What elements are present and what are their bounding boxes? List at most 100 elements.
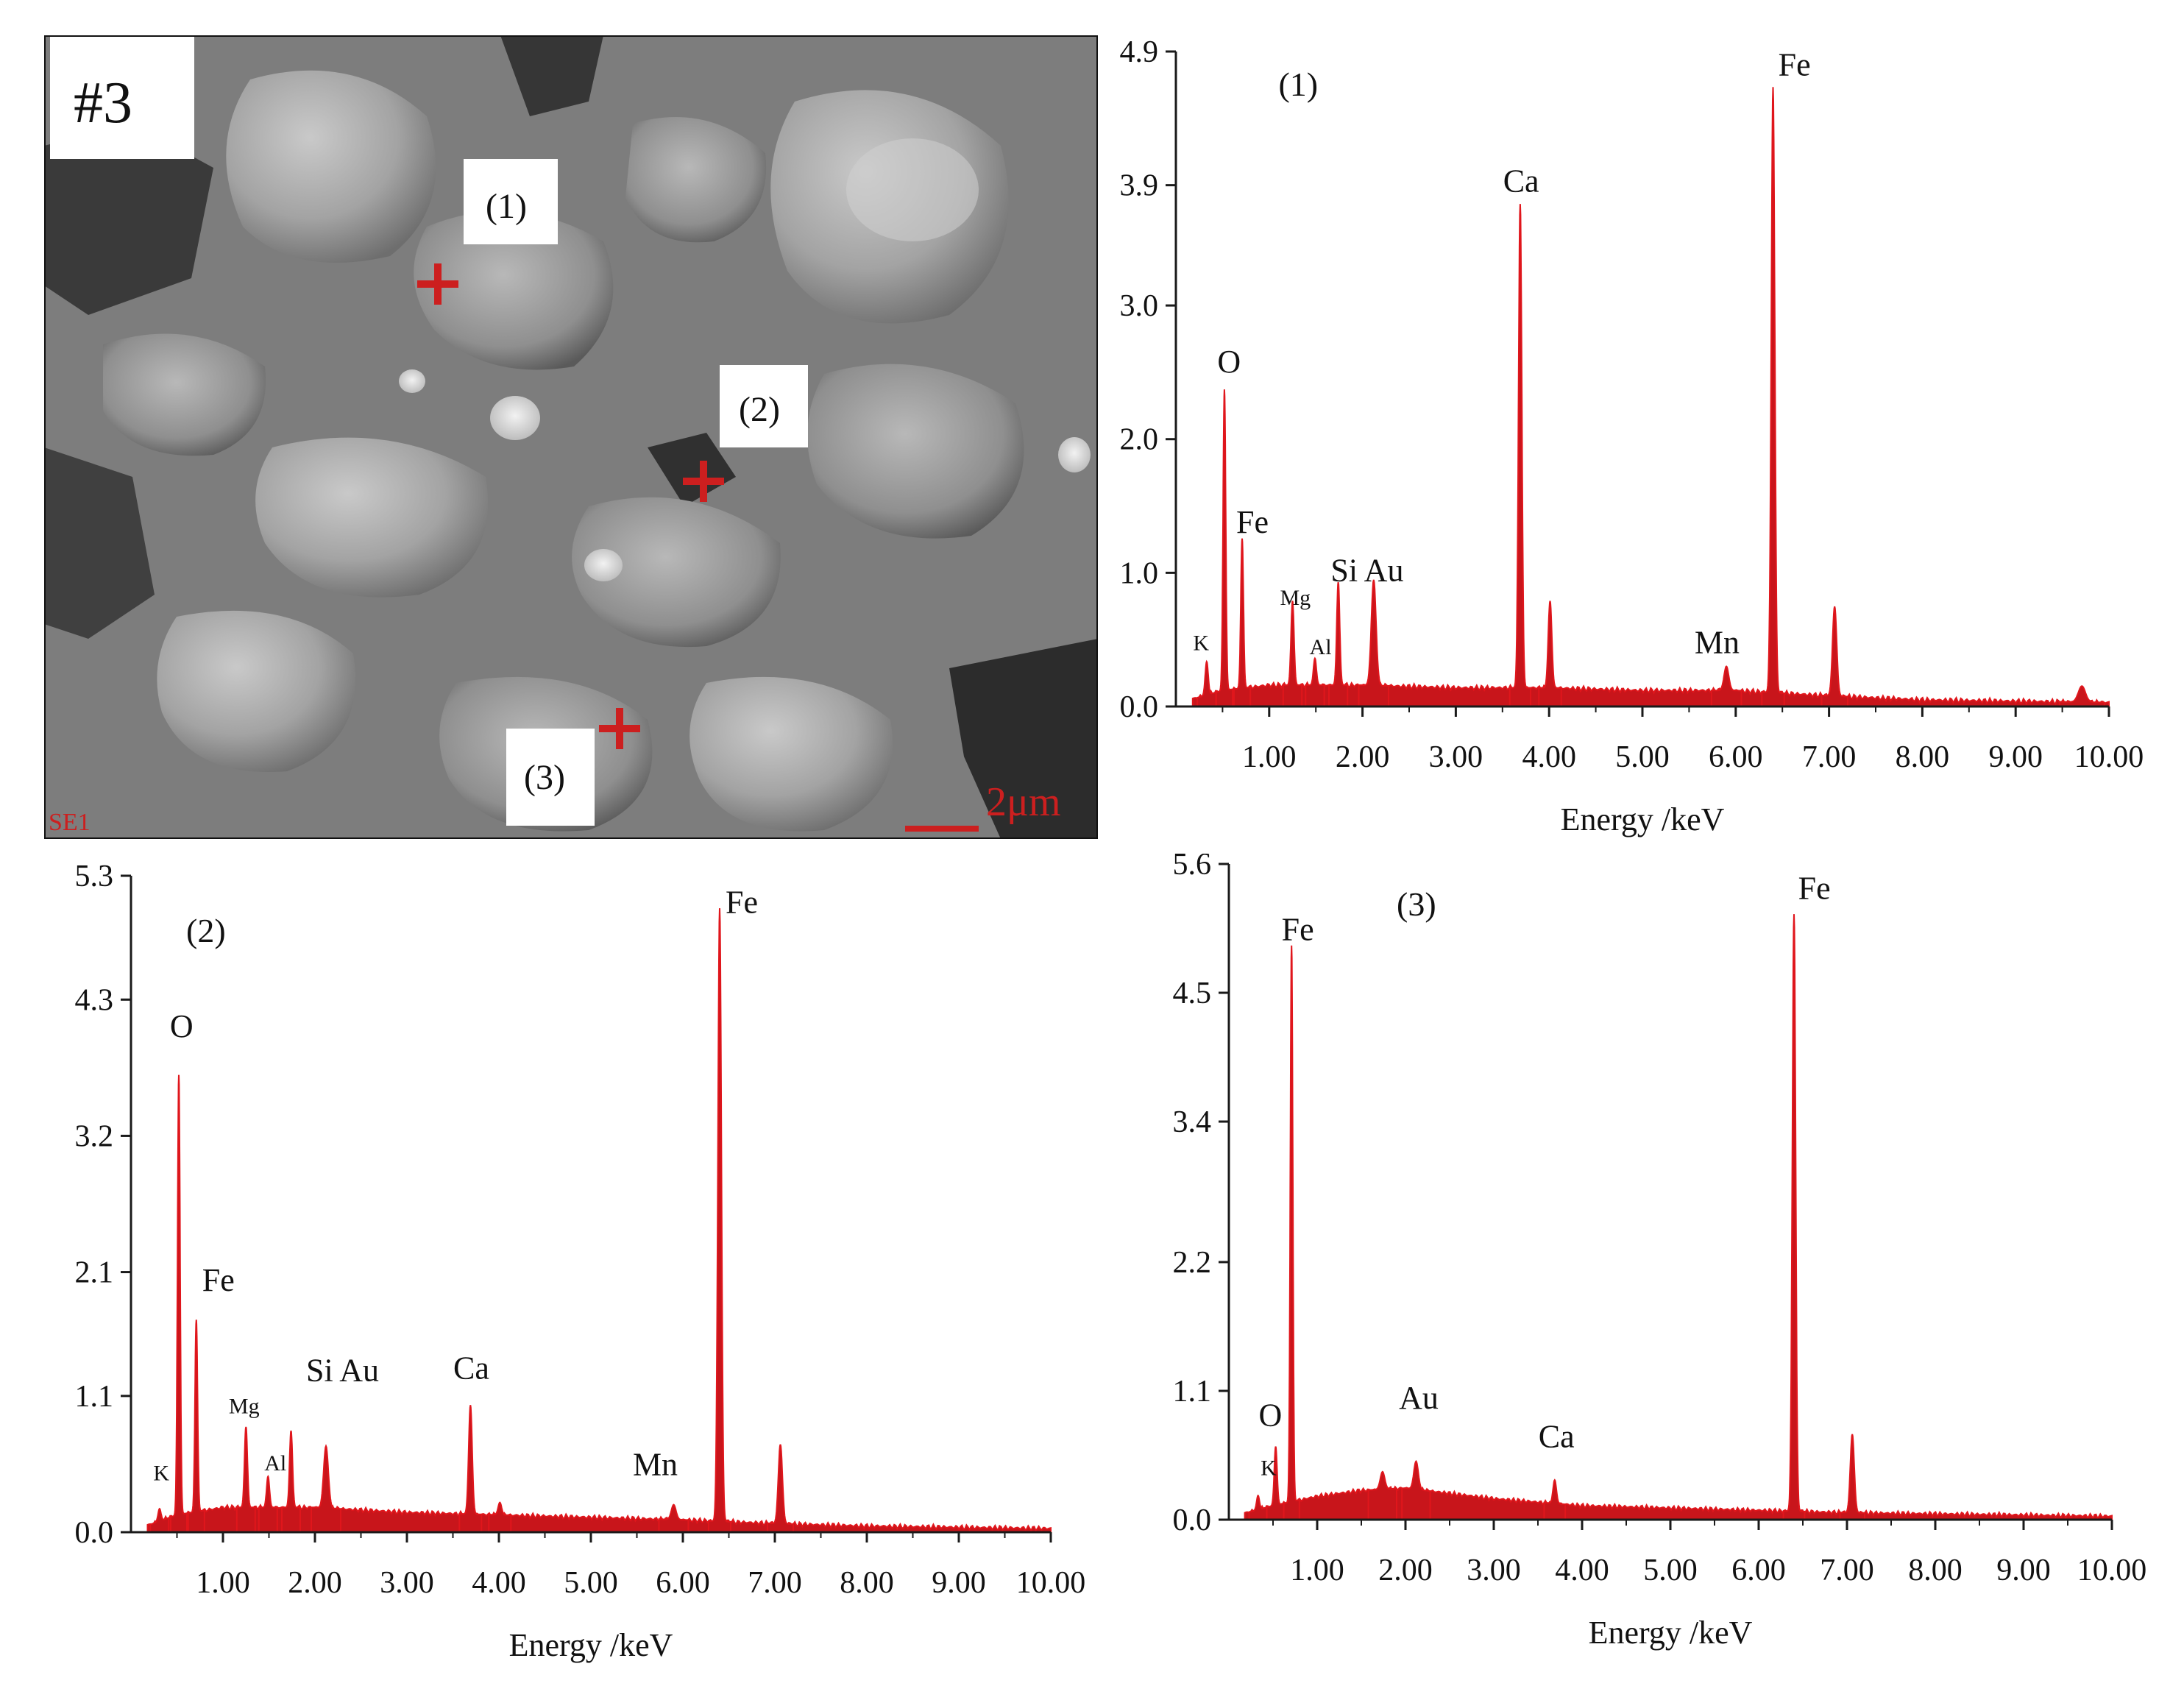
- peak-label-ca: Ca: [453, 1350, 489, 1386]
- peak-label-mg: Mg: [229, 1394, 260, 1418]
- grain: [414, 211, 614, 370]
- grain: [157, 610, 356, 772]
- spectrum-peak-fe: [1839, 1434, 1865, 1520]
- spectrum-peak-k: [1196, 659, 1217, 707]
- spectrum-peak: [2058, 685, 2105, 707]
- spectrum-peak-al: [1305, 656, 1325, 707]
- x-tick-label: 6.00: [656, 1566, 710, 1600]
- x-tick-label: 4.00: [472, 1566, 526, 1600]
- y-tick-label: 5.3: [75, 860, 114, 893]
- y-tick-label: 2.1: [75, 1256, 114, 1290]
- spectrum-peak-mg: [235, 1426, 256, 1533]
- peak-label-al: Al: [1310, 635, 1332, 659]
- spectrum-continuum: [1191, 681, 2110, 707]
- peak-label-fe: Fe: [1779, 47, 1811, 83]
- peak-label-k: K: [1261, 1456, 1277, 1481]
- y-tick-label: 4.3: [75, 983, 114, 1017]
- point-label-box-2: [720, 365, 808, 447]
- spectrum-continuum: [146, 1503, 1052, 1533]
- spectrum-peak: [1367, 1470, 1397, 1520]
- x-tick-label: 1.00: [1242, 740, 1297, 774]
- grain: [226, 70, 436, 263]
- spectrum-peak-fe: [1283, 945, 1300, 1520]
- peak-label-fe: Fe: [1282, 911, 1314, 947]
- eds-spectrum-1-svg: 0.0 1.0 2.0 3.0 3.9 4.9 1.00 2.00 3.00 4.00 5.00 6.…: [1120, 35, 2144, 837]
- x-tick-label: 9.00: [1996, 1554, 2051, 1587]
- x-axis-title: Energy /keV: [1561, 801, 1725, 837]
- x-tick-label: 8.00: [840, 1566, 894, 1600]
- y-tick-label: 4.5: [1173, 977, 1212, 1010]
- scale-bar-label: 2μm: [986, 779, 1061, 825]
- chart-title: (3): [1397, 885, 1436, 923]
- spectrum-peak-ca: [1538, 601, 1562, 707]
- spectrum-peak-si: [1328, 581, 1349, 707]
- x-axis-title: Energy /keV: [509, 1627, 673, 1663]
- pore: [44, 124, 213, 315]
- peak-label-fe: Fe: [1798, 871, 1831, 907]
- spectrum-peak-ca: [1508, 204, 1532, 707]
- point-marker-1[interactable]: [417, 263, 458, 305]
- y-tick-label: 4.9: [1120, 35, 1159, 69]
- spectrum-peak-al: [258, 1475, 278, 1533]
- peak-label-k: K: [153, 1461, 169, 1485]
- peak-label-o: O: [170, 1008, 194, 1044]
- spectrum-peak-o: [170, 1074, 188, 1533]
- peak-label-mg: Mg: [1280, 586, 1311, 610]
- peak-label-fe: Fe: [726, 884, 758, 920]
- x-tick-label: 7.00: [748, 1566, 802, 1600]
- peak-label-o: O: [1217, 344, 1241, 380]
- pore: [648, 433, 736, 506]
- y-tick-label: 3.4: [1173, 1105, 1212, 1139]
- y-tick-label: 3.0: [1120, 289, 1159, 323]
- point-marker-2[interactable]: [683, 461, 724, 502]
- x-tick-label: 4.00: [1522, 740, 1576, 774]
- x-tick-label: 6.00: [1731, 1554, 1786, 1587]
- grain: [807, 364, 1024, 539]
- spectrum-peak-au: [1401, 1459, 1431, 1520]
- y-tick-label: 3.9: [1120, 169, 1159, 203]
- peak-label-au: Au: [1399, 1380, 1439, 1416]
- spectrum-peak-ca: [1543, 1478, 1567, 1520]
- y-tick-label: 5.6: [1173, 854, 1212, 882]
- spectrum-peak-k: [149, 1507, 170, 1533]
- spectrum-peak-fe: [1782, 914, 1806, 1520]
- x-tick-label: 6.00: [1709, 740, 1763, 774]
- grain: [689, 676, 893, 832]
- grain: [255, 437, 489, 598]
- y-tick-label: 2.0: [1120, 423, 1159, 457]
- eds-spectrum-1: 0.0 1.0 2.0 3.0 3.9 4.9 1.00 2.00 3.00 4.00 5.00 6.…: [1089, 29, 2184, 854]
- x-tick-label: 3.00: [1467, 1554, 1521, 1587]
- x-tick-label: 4.00: [1555, 1554, 1609, 1587]
- eds-spectrum-3-svg: 0.0 1.1 2.2 3.4 4.5 5.6 1.00 2.00 3.00 4.00 5.00 6.…: [1173, 848, 2147, 1651]
- spectrum-peak-mn: [658, 1503, 689, 1533]
- chart-title: (2): [186, 912, 226, 949]
- x-tick-label: 9.00: [932, 1566, 986, 1600]
- y-tick-label: 1.1: [1173, 1375, 1212, 1409]
- grain: [625, 117, 767, 243]
- pore: [500, 35, 603, 116]
- particle: [846, 138, 979, 241]
- x-tick-label: 5.00: [1643, 1554, 1698, 1587]
- peak-label-al: Al: [264, 1451, 286, 1476]
- y-tick-label: 0.0: [1120, 690, 1159, 724]
- grain: [572, 497, 781, 648]
- y-tick-label: 0.0: [75, 1516, 114, 1550]
- grain: [103, 333, 266, 456]
- sample-label-box: [50, 35, 194, 159]
- y-tick-label: 0.0: [1173, 1503, 1212, 1537]
- peak-label-fe: Fe: [1236, 504, 1269, 540]
- x-tick-label: 3.00: [1429, 740, 1483, 774]
- point-label-3: (3): [524, 758, 565, 797]
- x-tick-label: 10.00: [2074, 740, 2144, 774]
- eds-spectrum-3: 0.0 1.1 2.2 3.4 4.5 5.6 1.00 2.00 3.00 4.00 5.00 6.…: [1089, 848, 2184, 1682]
- spectrum-peak-k: [1248, 1494, 1268, 1520]
- spectrum-peak-ca: [458, 1405, 483, 1533]
- spectrum-peak-fe: [767, 1444, 794, 1533]
- y-tick-label: 1.1: [75, 1380, 114, 1414]
- spectrum-peak-o: [1266, 1446, 1286, 1520]
- point-marker-3[interactable]: [599, 708, 640, 749]
- spectrum-peak-ca: [488, 1501, 512, 1533]
- x-tick-label: 9.00: [1988, 740, 2043, 774]
- particle: [490, 396, 540, 440]
- x-tick-label: 5.00: [564, 1566, 618, 1600]
